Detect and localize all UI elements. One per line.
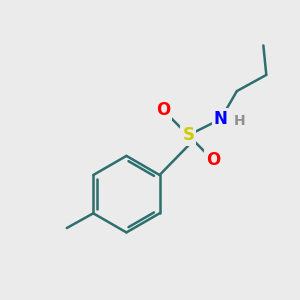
Text: O: O	[206, 151, 220, 169]
Text: O: O	[156, 101, 170, 119]
Text: N: N	[214, 110, 228, 128]
Text: H: H	[234, 114, 246, 128]
Text: S: S	[182, 126, 194, 144]
